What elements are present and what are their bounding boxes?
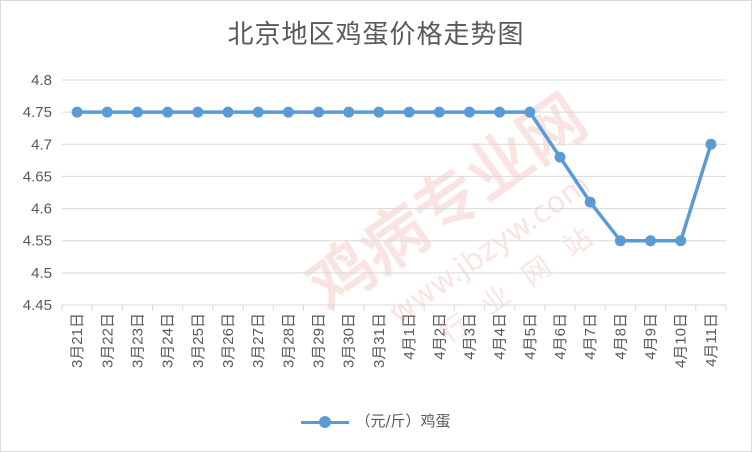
x-tick-label: 3月27日	[250, 313, 267, 368]
x-tick-label: 4月5日	[522, 313, 539, 360]
x-tick-label: 4月4日	[492, 313, 509, 360]
x-tick-label: 3月26日	[220, 313, 237, 368]
data-point	[373, 106, 385, 118]
x-tick-label: 3月24日	[160, 313, 177, 368]
data-point	[222, 106, 234, 118]
x-tick-label: 3月21日	[69, 313, 86, 368]
x-tick-label: 4月3日	[461, 313, 478, 360]
data-point	[162, 106, 174, 118]
legend-swatch	[301, 415, 350, 429]
x-tick-label: 3月23日	[129, 313, 146, 368]
data-point	[524, 106, 536, 118]
x-tick-label: 3月29日	[311, 313, 328, 368]
data-point	[192, 106, 204, 118]
data-point	[675, 235, 687, 247]
data-point	[645, 235, 657, 247]
legend: （元/斤）鸡蛋	[0, 410, 752, 431]
data-point	[313, 106, 325, 118]
y-tick-label: 4.45	[23, 297, 52, 314]
y-tick-label: 4.75	[23, 104, 52, 121]
data-point	[705, 138, 717, 150]
x-tick-label: 4月6日	[552, 313, 569, 360]
data-point	[131, 106, 143, 118]
data-point	[554, 151, 566, 163]
y-tick-label: 4.8	[31, 72, 52, 89]
x-tick-label: 3月25日	[190, 313, 207, 368]
data-point	[403, 106, 415, 118]
x-tick-label: 4月10日	[673, 313, 690, 368]
x-tick-label: 4月1日	[401, 313, 418, 360]
series-line	[77, 110, 713, 243]
x-tick-label: 4月2日	[431, 313, 448, 360]
data-point	[614, 235, 626, 247]
data-point	[463, 106, 475, 118]
data-point	[282, 106, 294, 118]
data-point	[252, 106, 264, 118]
y-tick-label: 4.7	[31, 136, 52, 153]
x-tick-label: 3月22日	[99, 313, 116, 368]
x-tick-label: 3月28日	[280, 313, 297, 368]
legend-label: （元/斤）鸡蛋	[355, 412, 451, 430]
data-point	[71, 106, 83, 118]
data-point	[584, 196, 596, 208]
x-tick-label: 3月31日	[371, 313, 388, 368]
y-tick-labels: 4.45 4.5 4.55 4.6 4.65 4.7 4.75 4.8	[23, 72, 52, 314]
x-tick-label: 3月30日	[341, 313, 358, 368]
chart-title: 北京地区鸡蛋价格走势图	[227, 20, 525, 50]
x-tick-label: 4月11日	[703, 313, 720, 367]
y-tick-label: 4.5	[31, 265, 52, 282]
data-point	[433, 106, 445, 118]
y-tick-label: 4.6	[31, 201, 52, 218]
axes	[61, 304, 727, 311]
data-point	[343, 106, 355, 118]
x-tick-label: 4月9日	[643, 313, 660, 360]
x-tick-label: 4月7日	[582, 313, 599, 360]
x-tick-labels: 3月21日 3月22日 3月23日 3月24日 3月25日 3月26日 3月27日 3月28日…	[69, 313, 720, 368]
data-point	[101, 106, 113, 118]
y-tick-label: 4.65	[23, 168, 52, 185]
series-layer	[71, 106, 717, 247]
data-point	[494, 106, 506, 118]
y-tick-label: 4.55	[23, 233, 52, 250]
x-tick-label: 4月8日	[612, 313, 629, 360]
